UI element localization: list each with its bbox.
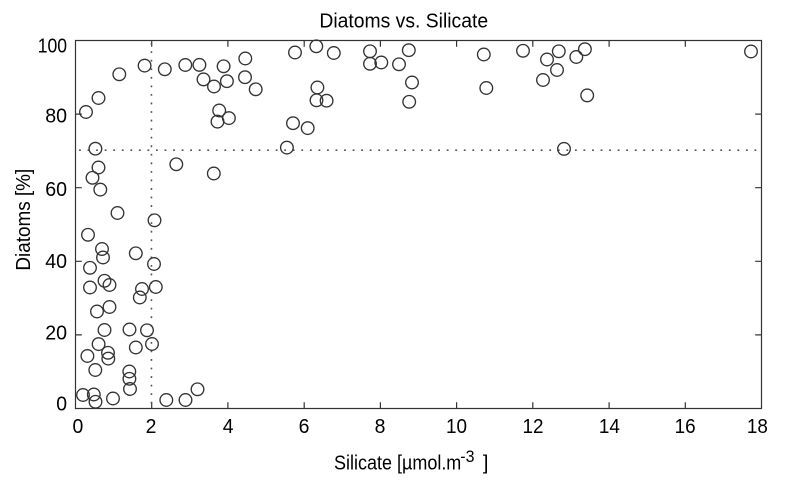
svg-text:12: 12 <box>523 416 544 438</box>
svg-text:]: ] <box>483 452 489 474</box>
svg-text:14: 14 <box>599 416 620 438</box>
svg-text:16: 16 <box>675 416 696 438</box>
svg-text:-3: -3 <box>460 448 474 466</box>
svg-text:8: 8 <box>375 416 386 438</box>
svg-text:20: 20 <box>45 323 67 345</box>
svg-text:0: 0 <box>73 416 84 438</box>
svg-text:60: 60 <box>45 179 67 201</box>
svg-text:10: 10 <box>446 416 467 438</box>
svg-text:0: 0 <box>56 394 67 416</box>
svg-text:6: 6 <box>299 416 310 438</box>
svg-text:Diatoms [%]: Diatoms [%] <box>13 169 35 271</box>
svg-text:80: 80 <box>45 106 67 128</box>
svg-text:40: 40 <box>45 251 67 273</box>
svg-text:18: 18 <box>747 416 768 438</box>
svg-text:Silicate [µmol.m: Silicate [µmol.m <box>334 452 461 474</box>
svg-text:Diatoms vs. Silicate: Diatoms vs. Silicate <box>319 11 488 33</box>
svg-text:100: 100 <box>38 35 67 57</box>
svg-text:2: 2 <box>146 416 157 438</box>
svg-text:4: 4 <box>223 416 234 438</box>
